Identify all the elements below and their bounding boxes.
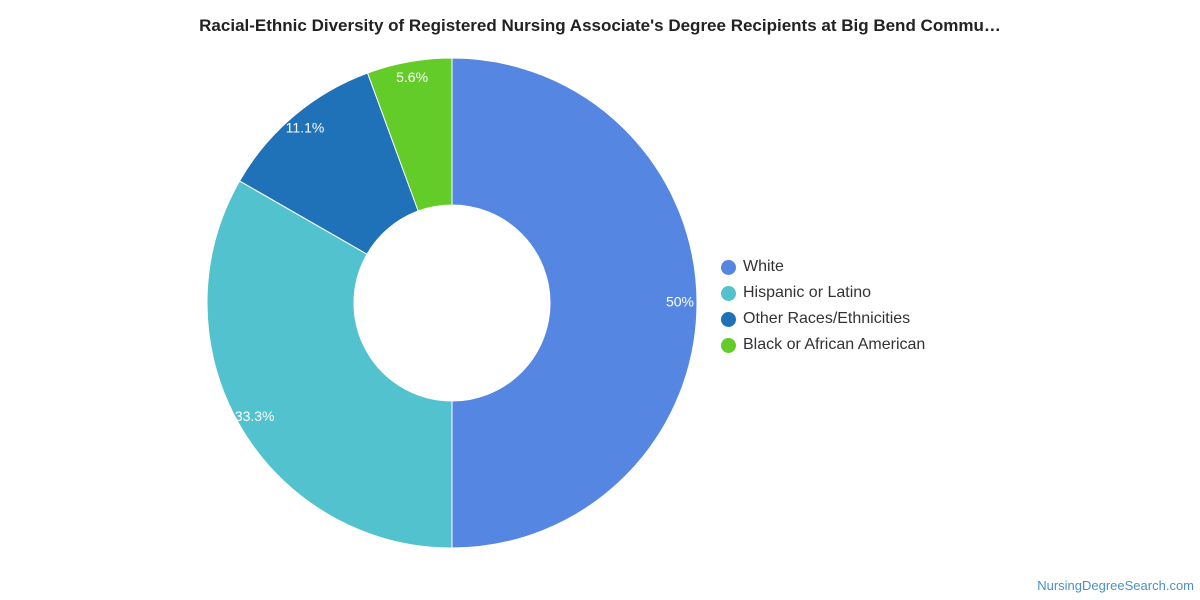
legend-swatch-white <box>721 259 736 275</box>
slice-label-white: 50% <box>666 294 694 310</box>
chart-title: Racial-Ethnic Diversity of Registered Nu… <box>199 16 1001 35</box>
legend-swatch-other-races-ethnicities <box>721 311 736 327</box>
slice-label-other-races-ethnicities: 11.1% <box>286 119 325 135</box>
slice-white[interactable] <box>451 57 698 549</box>
slice-labels-group: 50% 33.3% 11.1% 5.6% <box>235 69 694 424</box>
slice-label-hispanic-or-latino: 33.3% <box>235 408 275 424</box>
legend-item-white[interactable]: White <box>721 254 925 280</box>
watermark-link[interactable]: NursingDegreeSearch.com <box>1037 578 1194 593</box>
slices-group <box>206 57 698 549</box>
legend-label-black-or-african-american: Black or African American <box>743 336 926 353</box>
legend-label-hispanic-or-latino: Hispanic or Latino <box>743 284 872 301</box>
legend-item-hispanic-or-latino[interactable]: Hispanic or Latino <box>721 280 925 306</box>
legend: White Hispanic or Latino Other Races/Eth… <box>721 254 925 358</box>
slice-black-or-african-american[interactable] <box>366 57 453 212</box>
legend-item-black-or-african-american[interactable]: Black or African American <box>721 332 925 358</box>
slice-label-black-or-african-american: 5.6% <box>396 69 428 85</box>
legend-label-other-races-ethnicities: Other Races/Ethnicities <box>743 310 911 327</box>
slice-other-races-ethnicities[interactable] <box>238 72 419 255</box>
legend-swatch-hispanic-or-latino <box>721 285 736 301</box>
legend-item-other-races-ethnicities[interactable]: Other Races/Ethnicities <box>721 306 925 332</box>
legend-label-white: White <box>743 258 784 275</box>
slice-hispanic-or-latino[interactable] <box>206 180 453 549</box>
legend-swatch-black-or-african-american <box>721 337 736 353</box>
